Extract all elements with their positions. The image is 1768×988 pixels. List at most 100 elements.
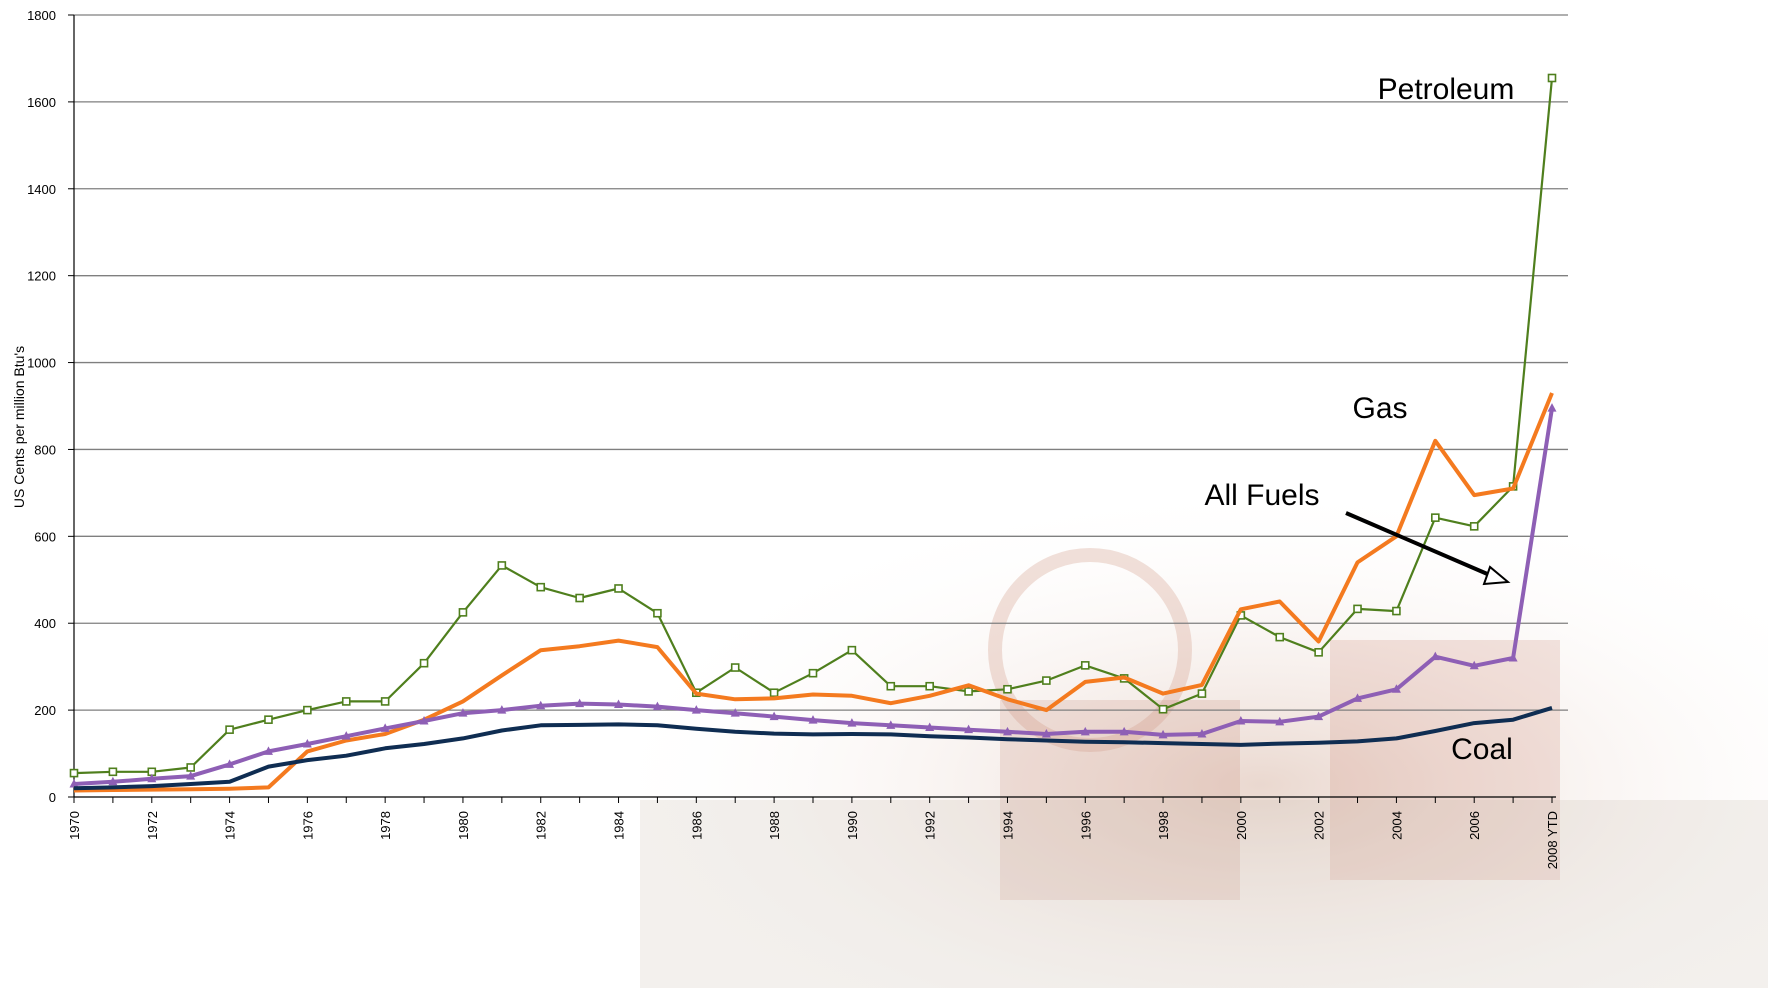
- point-all-fuels: [575, 698, 585, 708]
- point-all-fuels: [147, 773, 157, 783]
- point-all-fuels: [108, 776, 118, 786]
- point-petroleum: [341, 697, 351, 706]
- point-all-fuels: [1508, 652, 1518, 662]
- point-all-fuels: [808, 715, 818, 724]
- point-petroleum: [847, 645, 857, 655]
- y-tick-labels: 0 200 400 600 800 1000 1200 1400 1600 1800: [27, 8, 74, 805]
- point-all-fuels: [730, 708, 740, 717]
- x-tick-label: 1992: [923, 811, 938, 840]
- y-tick-label: 200: [34, 703, 56, 718]
- point-all-fuels: [341, 731, 351, 740]
- point-all-fuels: [1158, 729, 1168, 739]
- point-all-fuels: [886, 720, 896, 729]
- series-gas: [73, 392, 1554, 793]
- series-line-coal: [73, 705, 1553, 791]
- point-petroleum: [769, 688, 779, 698]
- point-petroleum: [536, 582, 546, 592]
- point-petroleum: [1431, 513, 1440, 522]
- point-all-fuels: [536, 700, 546, 710]
- series-coal: [73, 705, 1553, 791]
- y-tick-label: 1200: [27, 269, 56, 284]
- point-all-fuels: [1314, 711, 1324, 721]
- x-tick-label: 1990: [845, 811, 860, 840]
- point-all-fuels: [69, 778, 79, 788]
- point-all-fuels: [1275, 716, 1285, 726]
- series-all-fuels: [69, 403, 1557, 788]
- y-axis-label: US Cents per million Btu's: [11, 346, 27, 508]
- y-tick-label: 400: [34, 616, 56, 631]
- x-tick-label: 1986: [689, 811, 704, 840]
- point-all-fuels: [1119, 726, 1129, 736]
- point-petroleum: [380, 697, 390, 706]
- all-fuels-arrow: [1345, 511, 1511, 586]
- point-petroleum: [1353, 604, 1362, 614]
- point-petroleum: [653, 608, 662, 618]
- point-petroleum: [1392, 606, 1401, 616]
- series-petroleum: [69, 73, 1557, 778]
- point-all-fuels: [1430, 651, 1440, 661]
- y-tick-label: 600: [34, 529, 56, 544]
- point-petroleum: [303, 705, 312, 715]
- point-all-fuels: [1041, 729, 1051, 738]
- point-petroleum: [1080, 661, 1090, 670]
- point-all-fuels: [1547, 403, 1557, 412]
- y-tick-label: 1600: [27, 95, 56, 110]
- y-tick-label: 0: [49, 790, 56, 805]
- point-petroleum: [108, 767, 118, 777]
- point-petroleum: [1314, 648, 1323, 657]
- x-tick-label: 1978: [378, 811, 393, 840]
- x-tick-label: 2000: [1234, 811, 1249, 840]
- point-all-fuels: [769, 711, 779, 721]
- y-tick-label: 1000: [27, 356, 56, 371]
- point-all-fuels: [497, 705, 507, 714]
- point-all-fuels: [964, 724, 974, 734]
- point-petroleum: [808, 668, 818, 678]
- point-petroleum: [458, 608, 468, 617]
- point-all-fuels: [1391, 684, 1401, 693]
- series-label-petroleum: Petroleum: [1378, 73, 1515, 106]
- point-petroleum: [1003, 684, 1012, 694]
- point-all-fuels: [263, 746, 273, 755]
- background-photo-reel: [988, 548, 1192, 752]
- background-photo: [640, 480, 1768, 988]
- x-tick-label: 1976: [300, 811, 315, 840]
- x-tick-label: 2004: [1389, 811, 1404, 840]
- point-petroleum: [225, 725, 234, 734]
- point-petroleum: [497, 561, 507, 570]
- x-tick-label: 2008 YTD: [1545, 811, 1560, 869]
- point-petroleum: [964, 687, 973, 696]
- point-all-fuels: [847, 718, 857, 727]
- series-label-coal: Coal: [1451, 733, 1513, 766]
- series-label-gas: Gas: [1352, 392, 1407, 425]
- x-tick-label: 1980: [456, 811, 471, 840]
- point-petroleum: [1042, 676, 1051, 685]
- point-petroleum: [1197, 689, 1207, 698]
- point-all-fuels: [652, 701, 662, 711]
- x-tick-label: 1988: [767, 811, 782, 840]
- x-tick-label: 1984: [612, 811, 627, 840]
- point-petroleum: [575, 593, 584, 603]
- y-tick-label: 800: [34, 442, 56, 457]
- x-tick-label: 1970: [67, 811, 82, 840]
- x-tick-label: 2002: [1312, 811, 1327, 840]
- background-photo-truck: [1330, 640, 1560, 880]
- point-petroleum: [69, 768, 79, 778]
- arrow-head: [1482, 565, 1511, 586]
- point-all-fuels: [614, 699, 624, 708]
- y-tick-label: 1400: [27, 182, 56, 197]
- point-all-fuels: [925, 722, 935, 731]
- point-petroleum: [730, 663, 740, 672]
- x-tick-label: 1998: [1156, 811, 1171, 840]
- y-tick-label: 1800: [27, 8, 56, 23]
- point-all-fuels: [1002, 726, 1012, 736]
- series-line-gas: [73, 392, 1554, 793]
- point-petroleum: [1547, 73, 1557, 83]
- point-all-fuels: [691, 705, 701, 714]
- point-petroleum: [419, 658, 429, 668]
- background-photo-ground: [640, 800, 1768, 988]
- point-petroleum: [1158, 704, 1168, 714]
- x-tick-label: 1972: [145, 811, 160, 840]
- point-all-fuels: [1469, 660, 1479, 670]
- point-all-fuels: [225, 759, 235, 768]
- x-tick-label: 1994: [1000, 811, 1015, 840]
